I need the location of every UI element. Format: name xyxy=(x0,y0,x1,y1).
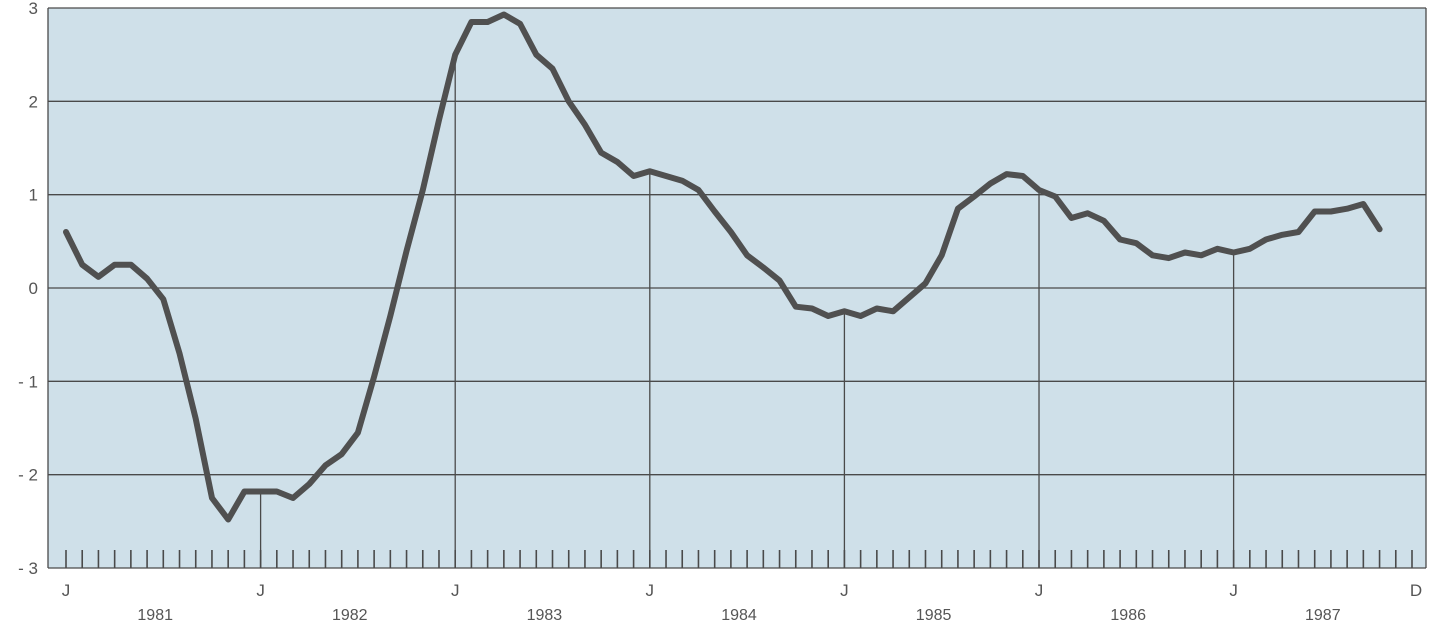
gridlines xyxy=(47,7,1427,569)
x-month-label: J xyxy=(1035,581,1044,600)
x-month-label: D xyxy=(1410,581,1422,600)
y-tick-label: - 2 xyxy=(18,466,38,485)
x-year-label: 1981 xyxy=(137,607,173,624)
month-tick-marks xyxy=(65,550,1413,568)
x-year-label: 1984 xyxy=(721,607,757,624)
x-year-label: 1982 xyxy=(332,607,368,624)
x-month-label: J xyxy=(646,581,655,600)
x-year-label: 1983 xyxy=(527,607,563,624)
y-tick-label: - 1 xyxy=(18,372,38,391)
y-tick-label: 1 xyxy=(29,186,38,205)
y-axis-tick-labels: 3 2 1 0 - 1 - 2 - 3 xyxy=(18,0,38,578)
x-year-label: 1985 xyxy=(916,607,952,624)
x-month-label: J xyxy=(256,581,265,600)
x-month-label: J xyxy=(62,581,71,600)
x-year-label: 1986 xyxy=(1110,607,1146,624)
x-month-label: J xyxy=(840,581,849,600)
y-tick-label: 2 xyxy=(29,92,38,111)
x-month-label: J xyxy=(1229,581,1238,600)
y-tick-label: 0 xyxy=(29,279,38,298)
x-year-label: 1987 xyxy=(1305,607,1341,624)
series-line xyxy=(63,11,1383,523)
x-month-label: J xyxy=(451,581,460,600)
x-axis-year-labels: 1981 1982 1983 1984 1985 1986 1987 xyxy=(137,607,1340,624)
y-tick-label: 3 xyxy=(29,0,38,18)
y-tick-label: - 3 xyxy=(18,559,38,578)
